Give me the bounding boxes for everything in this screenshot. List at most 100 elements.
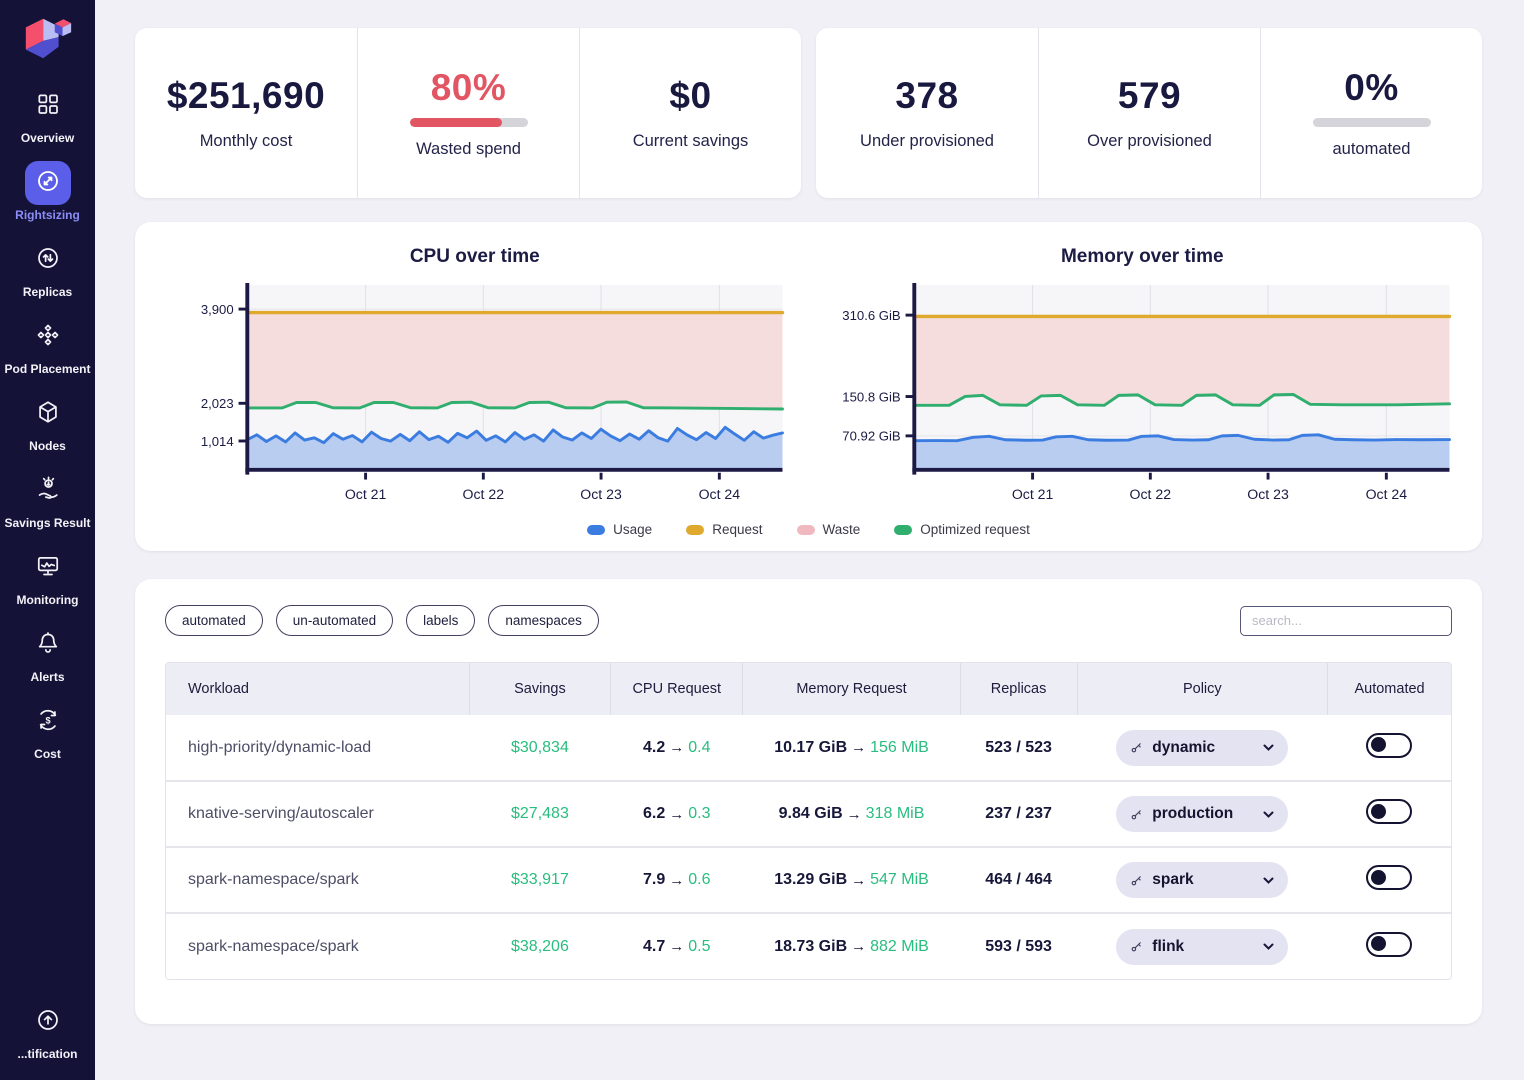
legend-item-waste[interactable]: Waste: [796, 522, 860, 537]
policy-key-icon: [1131, 743, 1142, 753]
overview-grid-icon: [35, 91, 61, 122]
policy-key-icon: [1131, 875, 1142, 885]
table-body: high-priority/dynamic-load $30,834 4.2 → 0…: [166, 715, 1451, 979]
legend-label: Usage: [613, 522, 653, 537]
sidebar-item-pod-placement[interactable]: Pod Placement: [0, 315, 95, 377]
automated-toggle[interactable]: [1366, 931, 1413, 957]
policy-dropdown[interactable]: dynamic: [1116, 729, 1289, 766]
policy-cell: dynamic: [1077, 715, 1328, 782]
optimized-request-line: [245, 400, 784, 411]
replicas-cell: 464 / 464: [960, 847, 1078, 914]
memory-request-cell: 18.73 GiB → 882 MiB: [742, 913, 961, 979]
table-row: spark-namespace/spark $38,206 4.7 → 0.5 18…: [166, 913, 1451, 979]
legend-item-optimized-request[interactable]: Optimized request: [894, 522, 1030, 537]
filter-chip-un-automated[interactable]: un-automated: [275, 605, 394, 636]
column-header-memory-request: Memory Request: [742, 663, 961, 715]
workloads-card: automated un-automated labels namespaces Wo…: [135, 579, 1482, 1024]
sidebar-item-tification[interactable]: ...tification: [0, 1000, 95, 1062]
stat-label: Monthly cost: [199, 132, 293, 150]
table-row: knative-serving/autoscaler $27,483 6.2 → 0…: [166, 781, 1451, 848]
sidebar-item-label: Rightsizing: [15, 208, 80, 222]
policy-dropdown[interactable]: flink: [1116, 928, 1289, 965]
sidebar-item-overview[interactable]: Overview: [0, 84, 95, 146]
workload-cell: spark-namespace/spark: [166, 913, 470, 979]
replicas-cell: 237 / 237: [960, 781, 1078, 848]
sidebar-item-label: ...tification: [17, 1047, 78, 1061]
cpu-chart: 1,014 2,023 3,900 Oct 21 Oct 22 Oct 23 Oct 24: [201, 282, 784, 502]
table-header-row: Workload Savings CPU Request Memory Request…: [166, 663, 1451, 715]
usage-fill: [247, 427, 783, 468]
automated-cell: [1327, 847, 1451, 914]
chart-legend: Usage Request Waste Optimized request: [141, 522, 1476, 537]
sidebar-item-label: Savings Result: [4, 516, 91, 530]
automated-toggle[interactable]: [1366, 799, 1413, 824]
policy-value: spark: [1152, 871, 1194, 888]
nodes-cube-icon: [35, 399, 61, 430]
legend-item-request[interactable]: Request: [686, 522, 763, 537]
y-axis-label: 150.8 GiB: [843, 389, 902, 404]
chevron-down-icon: [1263, 943, 1274, 950]
stat-card: $0 Current savings: [579, 28, 801, 198]
stat-value: 0%: [1344, 67, 1399, 108]
chevron-down-icon: [1263, 744, 1274, 751]
filter-chip-namespaces[interactable]: namespaces: [488, 605, 599, 636]
savings-cell: $30,834: [469, 715, 611, 782]
cpu-request-cell: 7.9 → 0.6: [610, 847, 743, 914]
main-content: $251,690 Monthly cost 80% Wasted spend $0 Cur…: [95, 0, 1524, 1080]
workloads-table-wrap: Workload Savings CPU Request Memory Request…: [165, 662, 1452, 980]
filter-row: automated un-automated labels namespaces: [165, 605, 1452, 636]
cpu-chart-title: CPU over time: [409, 246, 540, 267]
sidebar-item-cost[interactable]: $ Cost: [0, 700, 95, 762]
stat-value: 579: [1117, 75, 1182, 116]
charts-card: CPU over time 1,014 2,023 3,900 Oct 21 Oct 2…: [135, 222, 1482, 551]
app-logo: [25, 18, 71, 59]
cpu-request-cell: 4.7 → 0.5: [610, 913, 743, 979]
replicas-cell: 593 / 593: [960, 913, 1078, 979]
legend-swatch-icon: [894, 524, 913, 535]
sidebar-item-alerts[interactable]: Alerts: [0, 623, 95, 685]
search-input[interactable]: [1240, 605, 1452, 636]
filter-chips: automated un-automated labels namespaces: [165, 605, 599, 636]
stat-value: 378: [895, 75, 959, 116]
policy-value: dynamic: [1152, 738, 1216, 756]
column-header-replicas: Replicas: [960, 663, 1078, 715]
automated-cell: [1327, 913, 1451, 979]
y-axis-label: 2,023: [201, 396, 234, 411]
sidebar-item-replicas[interactable]: Replicas: [0, 238, 95, 300]
policy-dropdown[interactable]: production: [1116, 796, 1289, 832]
automated-cell: [1327, 781, 1451, 848]
savings-cell: $27,483: [469, 781, 611, 848]
stat-value: $0: [669, 75, 712, 116]
workload-cell: spark-namespace/spark: [166, 847, 470, 914]
legend-swatch-icon: [587, 524, 606, 535]
memory-chart-title: Memory over time: [1060, 246, 1224, 267]
sidebar-item-nodes[interactable]: Nodes: [0, 392, 95, 454]
stat-label: Wasted spend: [416, 140, 521, 158]
legend-label: Optimized request: [920, 522, 1030, 537]
filter-chip-labels[interactable]: labels: [406, 605, 476, 636]
sidebar-item-label: Nodes: [29, 439, 66, 453]
sidebar-item-rightsizing[interactable]: Rightsizing: [0, 161, 95, 223]
column-header-automated: Automated: [1327, 663, 1451, 715]
sidebar-item-monitoring[interactable]: Monitoring: [0, 546, 95, 608]
policy-cell: flink: [1077, 913, 1328, 979]
filter-chip-automated[interactable]: automated: [165, 605, 263, 636]
replicas-arrows-icon: [35, 245, 61, 276]
legend-item-usage[interactable]: Usage: [587, 522, 652, 537]
memory-request-cell: 13.29 GiB → 547 MiB: [742, 847, 961, 914]
stat-card: 0% automated: [1260, 28, 1482, 198]
rightsizing-resize-icon: [35, 168, 61, 199]
sidebar-item-savings-result[interactable]: Savings Result: [0, 469, 95, 531]
legend-swatch-icon: [686, 524, 705, 535]
legend-swatch-icon: [796, 524, 815, 535]
cpu-chart-block: CPU over time 1,014 2,023 3,900 Oct 21 Oct 2…: [141, 246, 809, 510]
cost-dollar-cycle-icon: $: [35, 707, 61, 738]
automated-toggle[interactable]: [1366, 732, 1413, 758]
automated-toggle[interactable]: [1366, 865, 1413, 890]
stat-card: 80% Wasted spend: [357, 28, 579, 198]
pod-placement-cubes-icon: [35, 322, 61, 353]
x-axis-label: Oct 23: [1248, 486, 1290, 502]
sidebar: Overview Rightsizing Replicas Pod Placem…: [0, 0, 95, 1080]
policy-key-icon: [1131, 942, 1142, 952]
policy-dropdown[interactable]: spark: [1116, 862, 1289, 898]
